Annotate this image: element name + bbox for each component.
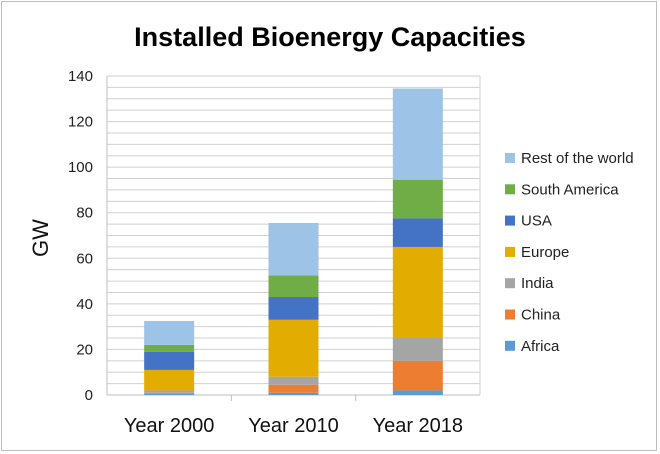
x-category-label: Year 2018 (373, 415, 463, 437)
y-axis-label: GW (28, 219, 53, 257)
bar-segment (144, 390, 195, 393)
y-tick-label: 100 (68, 159, 93, 176)
bar-segment (144, 392, 195, 394)
y-tick-label: 140 (68, 68, 93, 85)
legend-label: Europe (521, 244, 569, 261)
legend-label: India (521, 275, 554, 292)
bar-segment (268, 384, 319, 393)
y-tick-label: 80 (76, 205, 93, 222)
bar-segment (392, 338, 443, 361)
bar-segment (144, 351, 195, 370)
legend-label: Rest of the world (521, 150, 634, 167)
bar-segment (268, 376, 319, 385)
bar-segment (144, 369, 195, 391)
x-tick-labels: Year 2000 Year 2010 Year 2018 (124, 415, 463, 437)
legend-swatch (505, 184, 515, 195)
y-tick-label: 120 (68, 114, 93, 131)
y-tick-labels: 0 20 40 60 80 100 120 140 (68, 68, 93, 404)
legend-swatch (505, 278, 515, 289)
y-tick-label: 20 (76, 341, 93, 358)
legend-swatch (505, 215, 515, 226)
bar-segment (144, 320, 195, 345)
legend-swatch (505, 153, 515, 163)
y-tick-label: 40 (76, 296, 93, 313)
bar-segment (392, 390, 443, 395)
bar-segment (392, 246, 443, 339)
bar-segment (268, 319, 319, 377)
bar-segment (392, 88, 443, 180)
legend-swatch (505, 309, 515, 320)
legend: Rest of the world South America USA Europe I… (505, 150, 634, 355)
legend-label: South America (521, 181, 619, 198)
y-tick-label: 0 (85, 387, 93, 404)
legend-label: Africa (521, 338, 560, 355)
bar-segment (392, 218, 443, 247)
legend-label: China (521, 307, 561, 324)
bar-segment (144, 393, 195, 395)
bars (144, 88, 443, 401)
x-category-label: Year 2000 (124, 415, 214, 437)
legend-swatch (505, 246, 515, 257)
legend-swatch (505, 340, 515, 351)
bar-segment (268, 392, 319, 395)
bar-segment (268, 222, 319, 276)
bar-segment (392, 360, 443, 391)
bar-segment (392, 179, 443, 219)
bar-segment (268, 275, 319, 298)
bar-segment (268, 297, 319, 320)
x-category-label: Year 2010 (248, 415, 338, 437)
chart-title: Installed Bioenergy Capacities (134, 22, 526, 52)
y-tick-label: 60 (76, 250, 93, 267)
legend-label: USA (521, 213, 552, 230)
bar-segment (144, 344, 195, 352)
